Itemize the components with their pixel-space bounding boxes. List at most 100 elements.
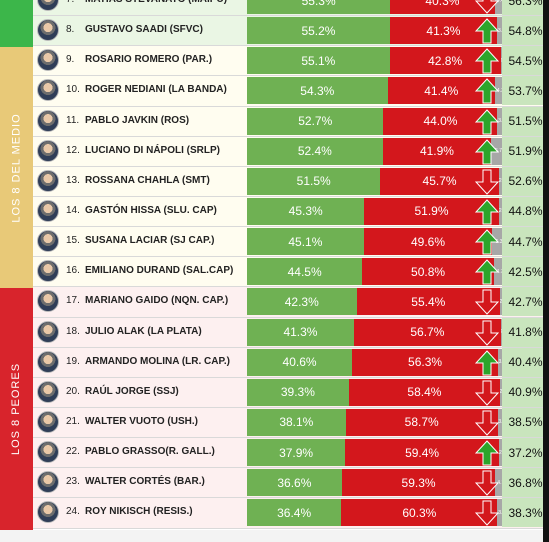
- approve-segment: 55.2%: [247, 17, 390, 45]
- final-score: 53.7%: [502, 76, 549, 106]
- arrow-up-icon: [475, 138, 499, 165]
- mayor-name: EMILIANO DURAND (SAL.CAP): [85, 265, 234, 277]
- approval-bar: 36.6% 59.3% 4.1: [247, 469, 506, 497]
- person-photo-icon: [37, 139, 59, 162]
- approve-segment: 45.3%: [247, 197, 365, 225]
- approval-bar: 38.1%58.7%3.2: [247, 408, 506, 436]
- mayor-name: ROSSANA CHAHLA (SMT): [85, 174, 210, 186]
- arrow-up-icon: [475, 229, 499, 255]
- rank-number: 15.: [66, 235, 80, 247]
- disapprove-segment: 56.3%: [352, 348, 498, 376]
- final-score: 56.3%: [502, 0, 549, 15]
- bottom-band-label: LOS 8 PEORES: [0, 288, 33, 530]
- ranking-rows: 7.MATÍAS STEVANATO (MAIPÚ)55.3%40.3%4.45…: [33, 0, 549, 529]
- rank-number: 18.: [66, 325, 80, 337]
- table-row: 18. JULIO ALAK (LA PLATA) 41.3%56.7%2.041.…: [33, 317, 549, 348]
- disapprove-segment: 58.7%: [345, 408, 498, 436]
- table-row: 13. ROSSANA CHAHLA (SMT) 51.5%45.7%2.852.6…: [33, 166, 549, 197]
- approve-segment: 42.3%: [247, 288, 357, 316]
- other-segment: 3.3: [497, 499, 506, 527]
- rank-number: 21.: [66, 415, 80, 427]
- person-photo-icon: [37, 19, 59, 42]
- final-score: 37.2%: [502, 438, 549, 468]
- approve-segment: 40.6%: [247, 348, 353, 376]
- other-segment: 3.2: [497, 408, 506, 436]
- table-row: 12. LUCIANO DI NÁPOLI (SRLP) 52.4% 41.9% 5.7…: [33, 136, 549, 167]
- person-photo-icon: [37, 320, 59, 343]
- table-row: 22. PABLO GRASSO(R. GALL.) 37.9%59.4%2.737…: [33, 438, 549, 469]
- mayor-name: PABLO GRASSO(R. GALL.): [85, 446, 215, 458]
- approval-bar: 51.5%45.7%2.8: [247, 167, 506, 195]
- person-photo-icon: [37, 350, 59, 373]
- arrow-up-icon: [475, 199, 499, 225]
- approve-segment: 36.4%: [247, 499, 342, 527]
- person-photo-icon: [37, 410, 59, 433]
- mayor-name: WALTER CORTÉS (BAR.): [85, 476, 205, 488]
- person-photo-icon: [37, 501, 59, 524]
- disapprove-segment: 55.4%: [356, 288, 501, 316]
- approval-bar: 40.6%56.3%3.1: [247, 348, 506, 376]
- approval-bar: 45.1% 49.6% 5.3: [247, 228, 506, 256]
- final-score: 38.5%: [502, 407, 549, 437]
- approval-bar: 55.2%41.3%3.5: [247, 17, 506, 45]
- rank-number: 22.: [66, 446, 80, 458]
- arrow-down-icon: [475, 410, 499, 436]
- approval-bar: 52.7%44.0%3.3: [247, 107, 506, 135]
- arrow-down-icon: [475, 320, 499, 346]
- mayor-name: ROSARIO ROMERO (PAR.): [85, 54, 213, 66]
- final-score: 44.7%: [502, 227, 549, 257]
- table-row: 15. SUSANA LACIAR (SJ CAP.) 45.1% 49.6% 5.3 4…: [33, 227, 549, 258]
- approval-bar: 55.3% 40.3% 4.4: [247, 0, 506, 14]
- table-row: 8. GUSTAVO SAADI (SFVC) 55.2%41.3%3.554.8%: [33, 16, 549, 47]
- arrow-down-icon: [475, 470, 499, 496]
- person-photo-icon: [37, 230, 59, 253]
- approval-bar: 54.3% 41.4% 4.3: [247, 77, 506, 105]
- arrow-down-icon: [475, 0, 499, 14]
- person-photo-icon: [37, 109, 59, 132]
- rank-number: 14.: [66, 204, 80, 216]
- table-row: 24. ROY NIKISCH (RESIS.) 36.4%60.3%3.338.3…: [33, 498, 549, 529]
- final-score: 54.5%: [502, 46, 549, 76]
- right-edge: [543, 0, 549, 542]
- approval-bar: 41.3%56.7%2.0: [247, 318, 506, 346]
- person-photo-icon: [37, 49, 59, 72]
- other-segment: 4.4: [494, 0, 506, 14]
- disapprove-segment: 50.8%: [362, 258, 494, 286]
- disapprove-segment: 40.3%: [390, 0, 495, 14]
- approval-bar: 44.5% 50.8% 4.7: [247, 258, 506, 286]
- person-photo-icon: [37, 0, 59, 11]
- approval-bar: 37.9%59.4%2.7: [247, 439, 506, 467]
- rank-number: 17.: [66, 295, 80, 307]
- arrow-up-icon: [475, 108, 499, 135]
- rank-number: 8.: [66, 24, 75, 36]
- approve-segment: 41.3%: [247, 318, 354, 346]
- other-segment: 3.1: [497, 348, 506, 376]
- rank-number: 23.: [66, 476, 80, 488]
- arrow-down-icon: [475, 169, 499, 195]
- rank-number: 12.: [66, 144, 80, 156]
- approval-bar: 39.3%58.4%2.3: [247, 378, 506, 406]
- final-score: 40.9%: [502, 377, 549, 407]
- disapprove-segment: 58.4%: [348, 378, 501, 406]
- mayor-name: MATÍAS STEVANATO (MAIPÚ): [85, 0, 227, 5]
- mayor-name: SUSANA LACIAR (SJ CAP.): [85, 235, 215, 247]
- rank-number: 10.: [66, 84, 80, 96]
- person-photo-icon: [37, 290, 59, 313]
- middle-band-label: LOS 8 DEL MEDIO: [0, 47, 33, 288]
- approve-segment: 52.4%: [247, 137, 383, 165]
- top-band: [0, 0, 33, 47]
- final-score: 40.4%: [502, 347, 549, 377]
- person-photo-icon: [37, 441, 59, 464]
- final-score: 51.5%: [502, 106, 549, 136]
- mayor-name: ROY NIKISCH (RESIS.): [85, 506, 193, 518]
- final-score: 38.3%: [502, 498, 549, 528]
- mayor-name: GUSTAVO SAADI (SFVC): [85, 24, 203, 36]
- rank-number: 7.: [66, 0, 74, 5]
- mayor-name: RAÚL JORGE (SSJ): [85, 385, 179, 397]
- approve-segment: 44.5%: [247, 258, 363, 286]
- person-photo-icon: [37, 471, 59, 494]
- middle-band: [0, 47, 33, 288]
- other-segment: 4.1: [495, 469, 506, 497]
- arrow-up-icon: [475, 349, 499, 376]
